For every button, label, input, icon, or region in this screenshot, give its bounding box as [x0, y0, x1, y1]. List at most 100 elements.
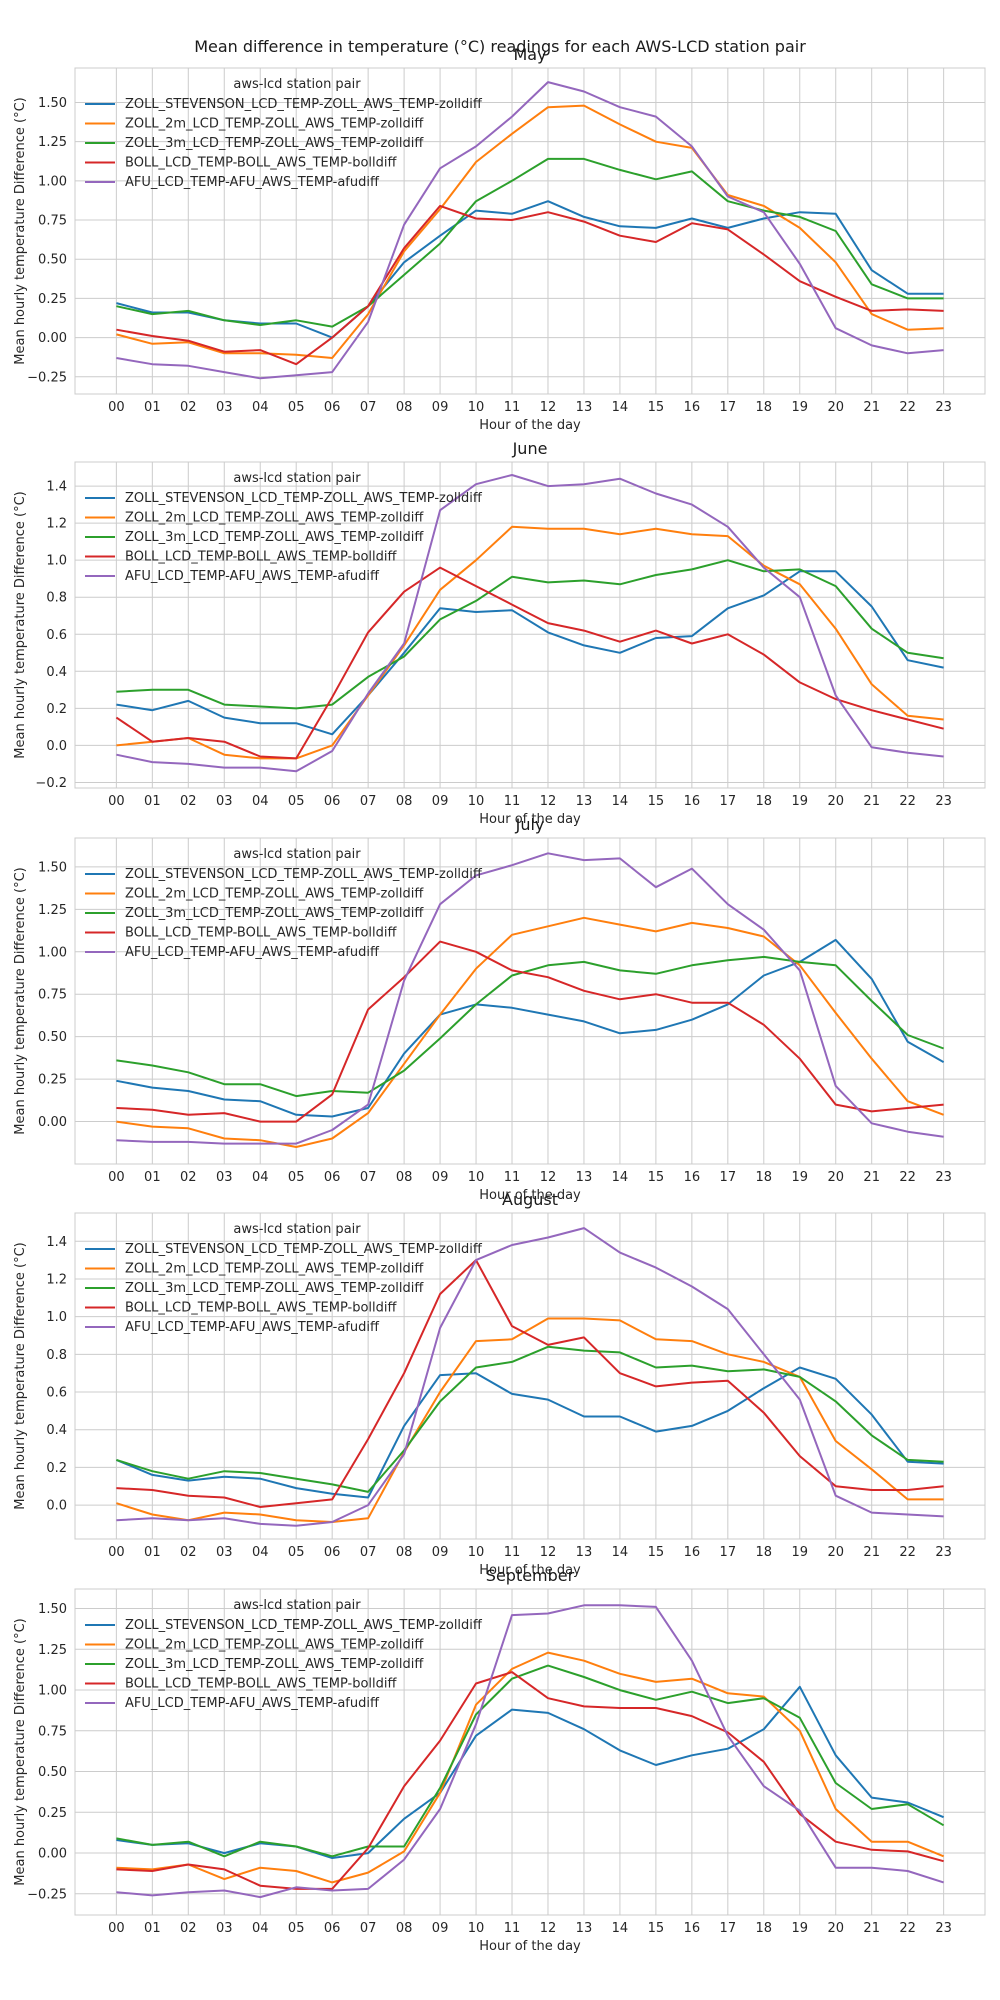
x-tick-label: 21 [863, 400, 880, 415]
series-line-2 [116, 157, 944, 328]
y-tick-label: 1.0 [46, 554, 67, 569]
legend-title: aws-lcd station pair [233, 1222, 361, 1237]
x-tick-label: 04 [252, 794, 269, 809]
y-tick-label: 1.00 [38, 945, 67, 960]
x-tick-label: 18 [756, 1545, 773, 1560]
panel-title: July [515, 815, 545, 834]
x-tick-label: 07 [360, 794, 377, 809]
x-tick-label: 03 [216, 794, 233, 809]
series-line-0 [116, 1366, 944, 1499]
x-tick-label: 11 [504, 1921, 521, 1936]
y-tick-label: 0.75 [38, 214, 67, 229]
y-tick-label: 1.2 [46, 517, 67, 532]
series-line-2 [116, 559, 944, 710]
panel-title: August [502, 1190, 558, 1209]
x-tick-label: 21 [863, 1545, 880, 1560]
y-tick-label: 0.75 [38, 1724, 67, 1739]
x-tick-label: 16 [684, 400, 701, 415]
legend-title: aws-lcd station pair [233, 77, 361, 92]
x-tick-label: 22 [899, 400, 916, 415]
x-tick-label: 07 [360, 1170, 377, 1185]
y-tick-label: 0.4 [46, 665, 67, 680]
series-line-1 [116, 525, 944, 760]
y-tick-label: 0.6 [46, 1386, 67, 1401]
legend-entry: ZOLL_3m_LCD_TEMP-ZOLL_AWS_TEMP-zolldiff [125, 136, 424, 151]
x-tick-label: 01 [144, 794, 161, 809]
x-tick-label: 20 [827, 794, 844, 809]
x-tick-label: 16 [684, 794, 701, 809]
legend-entry: ZOLL_STEVENSON_LCD_TEMP-ZOLL_AWS_TEMP-zo… [125, 867, 483, 882]
y-axis-label: Mean hourly temperature Difference (°C) [13, 97, 28, 364]
x-tick-label: 17 [720, 1921, 737, 1936]
y-tick-label: 0.75 [38, 988, 67, 1003]
x-tick-label: 17 [720, 1170, 737, 1185]
plot-frame [74, 1212, 986, 1540]
x-tick-label: 00 [108, 400, 125, 415]
chart-panel-may: May 00 01 02 03 04 05 06 07 08 09 10 11 12 13 14 15 16 17 1… [13, 45, 986, 433]
y-tick-label: 1.00 [38, 1684, 67, 1699]
x-tick-label: 01 [144, 1545, 161, 1560]
legend-entry: BOLL_LCD_TEMP-BOLL_AWS_TEMP-bolldiff [125, 1677, 397, 1692]
plot-frame [74, 67, 986, 395]
x-tick-label: 17 [720, 400, 737, 415]
x-tick-label: 05 [288, 1170, 305, 1185]
y-tick-label: 1.0 [46, 1310, 67, 1325]
x-tick-label: 20 [827, 1921, 844, 1936]
x-tick-label: 02 [180, 400, 197, 415]
x-tick-label: 13 [576, 400, 593, 415]
x-tick-label: 05 [288, 1545, 305, 1560]
series-line-3 [116, 940, 944, 1123]
y-tick-label: 0.2 [46, 702, 67, 717]
x-tick-label: 03 [216, 1921, 233, 1936]
y-tick-label: 0.50 [38, 253, 67, 268]
panel-title: June [512, 439, 548, 458]
x-tick-label: 07 [360, 400, 377, 415]
x-tick-label: 02 [180, 1545, 197, 1560]
series-line-4 [116, 474, 944, 773]
legend-entry: AFU_LCD_TEMP-AFU_AWS_TEMP-afudiff [125, 945, 380, 960]
x-axis-label: Hour of the day [479, 418, 581, 433]
x-tick-label: 21 [863, 1170, 880, 1185]
x-axis-label: Hour of the day [479, 1563, 581, 1578]
x-tick-label: 04 [252, 1170, 269, 1185]
x-tick-label: 13 [576, 794, 593, 809]
x-tick-label: 13 [576, 1921, 593, 1936]
legend-entry: ZOLL_3m_LCD_TEMP-ZOLL_AWS_TEMP-zolldiff [125, 906, 424, 921]
legend-entry: AFU_LCD_TEMP-AFU_AWS_TEMP-afudiff [125, 1320, 380, 1335]
chart-panels: May 00 01 02 03 04 05 06 07 08 09 10 11 12 13 14 15 16 17 1… [13, 45, 986, 1954]
legend-entry: ZOLL_STEVENSON_LCD_TEMP-ZOLL_AWS_TEMP-zo… [125, 491, 483, 506]
plot-frame [74, 461, 986, 789]
x-tick-label: 15 [648, 794, 665, 809]
y-tick-label: 1.2 [46, 1272, 67, 1287]
x-tick-label: 09 [432, 1921, 449, 1936]
y-tick-label: 0.00 [38, 1847, 67, 1862]
series-line-1 [116, 916, 944, 1148]
plot-frame [74, 837, 986, 1165]
y-tick-label: 0.0 [46, 1499, 67, 1514]
y-tick-label: 0.50 [38, 1765, 67, 1780]
y-tick-label: −0.25 [27, 1887, 67, 1902]
y-axis-label: Mean hourly temperature Difference (°C) [13, 1242, 28, 1509]
x-tick-label: 06 [324, 794, 341, 809]
x-tick-label: 01 [144, 1170, 161, 1185]
x-tick-label: 19 [791, 1170, 808, 1185]
legend-entry: BOLL_LCD_TEMP-BOLL_AWS_TEMP-bolldiff [125, 156, 397, 171]
x-tick-label: 10 [468, 794, 485, 809]
legend-entry: AFU_LCD_TEMP-AFU_AWS_TEMP-afudiff [125, 1696, 380, 1711]
y-tick-label: 0.25 [38, 1073, 67, 1088]
series-line-2 [116, 1345, 944, 1493]
legend-entry: AFU_LCD_TEMP-AFU_AWS_TEMP-afudiff [125, 569, 380, 584]
x-tick-label: 18 [756, 794, 773, 809]
y-tick-label: 0.6 [46, 628, 67, 643]
x-axis-label: Hour of the day [479, 1188, 581, 1203]
x-tick-label: 05 [288, 794, 305, 809]
series-line-0 [116, 200, 944, 339]
x-tick-label: 23 [935, 1921, 952, 1936]
y-tick-label: 0.50 [38, 1030, 67, 1045]
legend-entry: ZOLL_2m_LCD_TEMP-ZOLL_AWS_TEMP-zolldiff [125, 511, 424, 526]
x-tick-label: 02 [180, 1921, 197, 1936]
x-tick-label: 12 [540, 794, 557, 809]
x-tick-label: 01 [144, 400, 161, 415]
x-axis-label: Hour of the day [479, 1939, 581, 1954]
panel-title: May [513, 45, 546, 64]
